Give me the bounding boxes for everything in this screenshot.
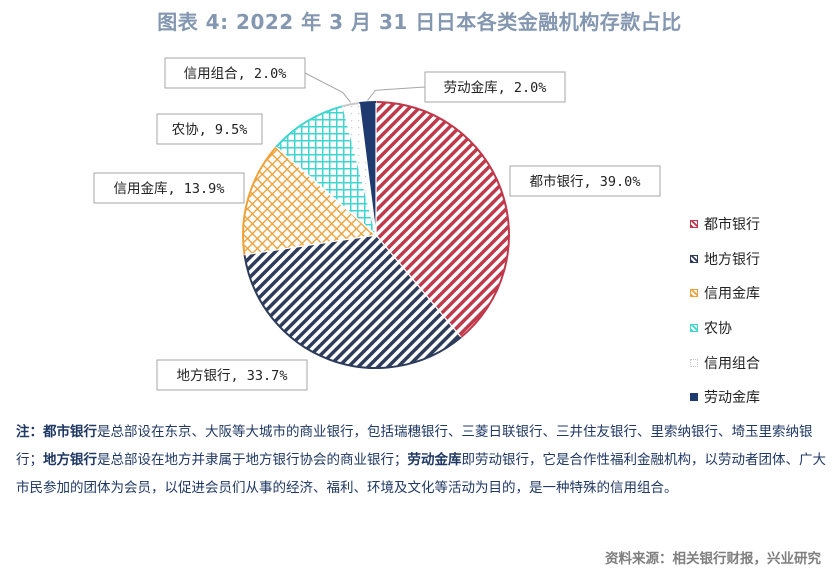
legend: 都市银行地方银行信用金库农协信用组合劳动金库 — [690, 207, 830, 415]
legend-swatch-nokyo — [690, 324, 698, 333]
source-note: 资料来源：相关银行财报，兴业研究 — [605, 551, 821, 567]
legend-swatch-shinkin — [690, 289, 698, 298]
legend-item-shinkin: 信用金库 — [690, 276, 830, 311]
pie-slice-edge-toshi — [375, 101, 510, 339]
note-text-3: 即劳动银行，它是合作性福利金融机构，以劳动者团体、广大市民参加的团体为会员，以促… — [16, 452, 826, 496]
legend-label-toshi: 都市银行 — [704, 217, 760, 234]
legend-label-nokyo: 农协 — [704, 321, 732, 338]
pie-slice-edge-shinkin — [242, 146, 278, 255]
legend-item-rokin: 劳动金库 — [690, 380, 830, 415]
data-label-rokin: 劳动金库, 2.0% — [444, 80, 547, 96]
data-label-box-shinkumi — [164, 57, 306, 89]
data-label-chiho: 地方银行, 33.7% — [177, 368, 288, 384]
pie-slice-edge-nokyo — [275, 105, 344, 148]
legend-item-chiho: 地方银行 — [690, 242, 830, 277]
legend-label-rokin: 劳动金库 — [704, 390, 760, 407]
note-text: 注：都市银行是总部设在东京、大阪等大城市的商业银行，包括瑞穗银行、三菱日联银行、… — [16, 418, 828, 502]
legend-swatch-toshi — [690, 220, 698, 229]
legend-swatch-chiho — [690, 254, 698, 263]
data-label-box-toshi — [509, 165, 661, 197]
data-label-box-rokin — [424, 71, 566, 103]
leader-line-shinkumi — [304, 72, 352, 103]
data-label-nokyo: 农协, 9.5% — [172, 122, 248, 138]
chart-title: 图表 4: 2022 年 3 月 31 日日本各类金融机构存款占比 — [157, 10, 682, 34]
legend-swatch-rokin — [690, 393, 698, 402]
data-label-toshi: 都市银行, 39.0% — [530, 173, 641, 190]
legend-item-toshi: 都市银行 — [690, 207, 830, 242]
data-label-box-nokyo — [156, 113, 263, 145]
note-text-2: 是总部设在地方并隶属于地方银行协会的商业银行； — [97, 452, 408, 468]
legend-item-shinkumi: 信用组合 — [690, 345, 830, 380]
legend-label-shinkumi: 信用组合 — [704, 355, 760, 372]
note-term-toshi: 都市银行 — [43, 424, 97, 440]
note-term-rodo: 劳动金库 — [407, 452, 462, 468]
legend-swatch-shinkumi — [690, 358, 698, 367]
data-label-box-shinkin — [93, 172, 245, 204]
legend-item-nokyo: 农协 — [690, 311, 830, 346]
note-prefix: 注： — [16, 424, 43, 440]
data-label-shinkumi: 信用组合, 2.0% — [184, 66, 287, 82]
pie-chart: 都市银行, 39.0% 地方银行, 33.7% 信用金库, 13.9% 农协, 9.5… — [93, 57, 661, 391]
data-label-box-chiho — [156, 359, 308, 391]
note-text-1: 是总部设在东京、大阪等大城市的商业银行，包括瑞穗银行、三菱日联银行、三井住友银行… — [16, 424, 813, 468]
pie-slice-edge-chiho — [243, 254, 462, 369]
note-term-chiho: 地方银行 — [43, 452, 97, 468]
leader-line-rokin — [367, 86, 426, 101]
legend-label-shinkin: 信用金库 — [704, 286, 760, 303]
pie-slice-edge-rokin — [359, 101, 377, 105]
data-label-shinkin: 信用金库, 13.9% — [114, 181, 225, 197]
legend-label-chiho: 地方银行 — [704, 251, 760, 268]
